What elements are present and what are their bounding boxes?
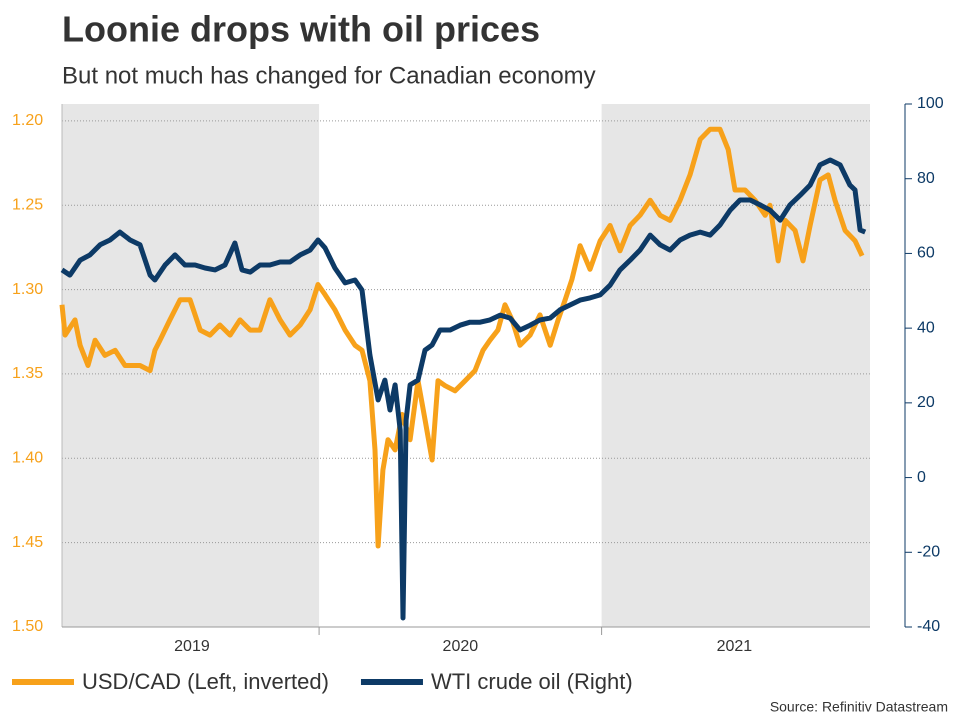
source: Source: Refinitiv Datastream [770, 699, 948, 715]
year-bands [62, 104, 870, 627]
y2-tick-label: 0 [917, 469, 926, 486]
y2-tick-label: -20 [917, 544, 940, 561]
legend-label: WTI crude oil (Right) [431, 669, 633, 694]
y2-tick-label: 100 [917, 95, 944, 112]
year-band [62, 104, 320, 627]
legend-label: USD/CAD (Left, inverted) [82, 669, 329, 694]
y-tick-label: 1.40 [12, 450, 43, 467]
y-tick-label: 1.35 [12, 365, 43, 382]
y2-tick-label: 40 [917, 319, 935, 336]
y2-tick-label: -40 [917, 618, 940, 635]
y-tick-label: 1.30 [12, 281, 43, 298]
y2-tick-label: 80 [917, 170, 935, 187]
series-line [60, 157, 867, 621]
x-tick-label: 2020 [443, 638, 479, 655]
y2-tick-label: 20 [917, 394, 935, 411]
y-tick-label: 1.50 [12, 618, 43, 635]
y-tick-label: 1.20 [12, 112, 43, 129]
chart-title: Loonie drops with oil prices [62, 9, 540, 50]
y-tick-label: 1.25 [12, 196, 43, 213]
chart-subtitle: But not much has changed for Canadian ec… [62, 62, 596, 89]
series-line [59, 126, 865, 549]
y-tick-label: 1.45 [12, 534, 43, 551]
x-tick-label: 2021 [717, 638, 753, 655]
x-tick-label: 2019 [174, 638, 210, 655]
y2-tick-label: 60 [917, 245, 935, 262]
